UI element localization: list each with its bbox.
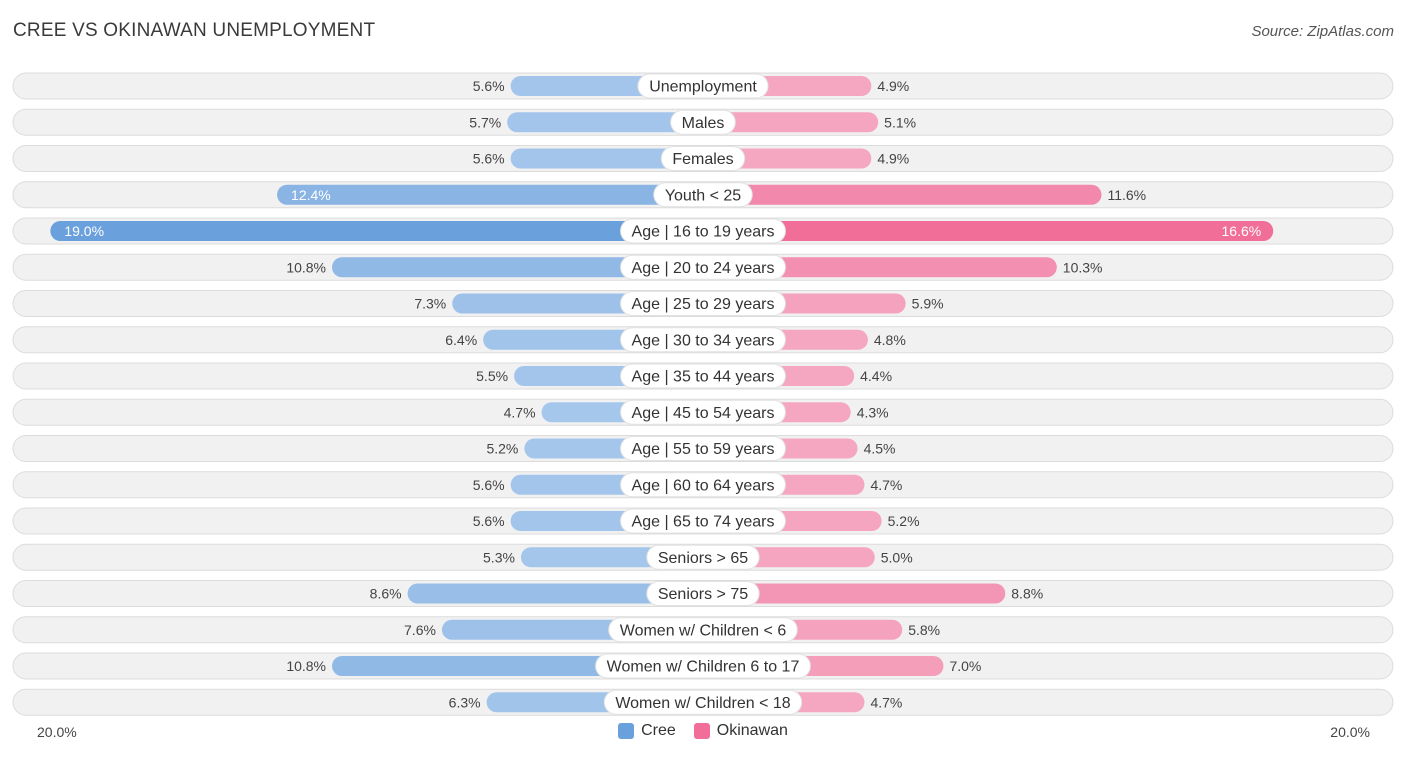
cree-value-label: 5.3%: [483, 549, 515, 565]
okinawan-value-label: 4.3%: [857, 404, 889, 420]
okinawan-value-label: 10.3%: [1063, 259, 1103, 275]
cree-value-label: 5.6%: [473, 78, 505, 94]
legend: Cree Okinawan: [0, 722, 1406, 740]
category-label-pill: [620, 291, 786, 316]
okinawan-value-label: 5.9%: [912, 296, 944, 312]
okinawan-value-label: 4.7%: [870, 477, 902, 493]
legend-label-okinawan: Okinawan: [716, 722, 788, 739]
cree-value-label: 10.8%: [286, 658, 326, 674]
category-label: Age | 35 to 44 years: [632, 369, 775, 386]
category-label-pill: [620, 472, 786, 498]
category-label: Women w/ Children < 6: [620, 622, 787, 639]
category-label: Seniors > 65: [658, 550, 748, 567]
legend-label-cree: Cree: [641, 722, 676, 739]
legend-item-okinawan[interactable]: Okinawan: [693, 722, 788, 740]
okinawan-value-label: 5.0%: [881, 549, 913, 565]
category-label-pill: [620, 399, 786, 425]
category-label-pill: [620, 218, 786, 244]
okinawan-value-label: 4.4%: [860, 368, 892, 384]
okinawan-value-label: 4.7%: [870, 694, 902, 710]
category-label: Youth < 25: [665, 187, 741, 204]
cree-value-label: 10.8%: [286, 259, 326, 275]
category-label: Unemployment: [649, 79, 757, 96]
category-label-pill: [653, 182, 753, 208]
cree-value-label: 8.6%: [370, 586, 402, 602]
category-label-pill: [637, 73, 769, 99]
category-label-pill: [620, 254, 786, 280]
cree-bar: [507, 112, 703, 133]
okinawan-bar: [703, 257, 1057, 278]
cree-value-label: 19.0%: [64, 223, 104, 239]
cree-value-label: 5.5%: [476, 368, 508, 384]
category-label-pill: [670, 109, 736, 135]
category-label-pill: [608, 617, 798, 643]
cree-value-label: 7.3%: [414, 296, 446, 312]
okinawan-bar: [703, 583, 1006, 604]
category-label: Women w/ Children < 18: [615, 695, 790, 712]
okinawan-bar: [703, 184, 1102, 205]
cree-bar: [407, 583, 703, 604]
category-label: Age | 60 to 64 years: [632, 477, 775, 494]
category-label-pill: [620, 508, 786, 534]
category-label-pill: [620, 436, 786, 461]
category-label-pill: [646, 544, 760, 570]
cree-value-label: 5.6%: [473, 477, 505, 493]
okinawan-value-label: 4.9%: [877, 78, 909, 94]
category-label: Women w/ Children 6 to 17: [607, 659, 800, 676]
okinawan-value-label: 16.6%: [1222, 223, 1262, 239]
category-label: Age | 55 to 59 years: [632, 441, 775, 458]
cree-value-label: 6.3%: [449, 694, 481, 710]
category-label: Seniors > 75: [658, 586, 748, 603]
cree-bar: [332, 257, 703, 278]
okinawan-bar: [703, 221, 1274, 241]
category-label-pill: [620, 363, 786, 389]
category-label-pill: [660, 146, 746, 171]
cree-value-label: 5.2%: [486, 441, 518, 457]
legend-item-cree[interactable]: Cree: [618, 722, 676, 740]
cree-value-label: 5.7%: [469, 114, 501, 130]
cree-value-label: 4.7%: [504, 404, 536, 420]
cree-value-label: 5.6%: [473, 513, 505, 529]
category-label: Age | 30 to 34 years: [632, 332, 775, 349]
category-label: Age | 45 to 54 years: [632, 405, 775, 422]
category-label: Age | 20 to 24 years: [632, 260, 775, 277]
chart-title: CREE VS OKINAWAN UNEMPLOYMENT: [13, 20, 376, 41]
category-label-pill: [595, 653, 811, 679]
okinawan-swatch-icon: [693, 723, 710, 739]
category-label: Females: [672, 151, 733, 168]
okinawan-value-label: 8.8%: [1011, 586, 1043, 602]
okinawan-value-label: 4.8%: [874, 332, 906, 348]
category-label: Age | 65 to 74 years: [632, 514, 775, 531]
cree-value-label: 6.4%: [445, 332, 477, 348]
okinawan-bar: [703, 112, 879, 133]
okinawan-value-label: 5.2%: [888, 513, 920, 529]
okinawan-value-label: 11.6%: [1107, 187, 1146, 203]
cree-value-label: 12.4%: [291, 187, 331, 203]
cree-swatch-icon: [618, 723, 635, 739]
category-label-pill: [603, 689, 803, 715]
cree-value-label: 5.6%: [473, 151, 505, 167]
cree-bar: [277, 184, 703, 205]
category-label-pill: [646, 581, 760, 606]
okinawan-bar: [703, 148, 872, 169]
source-label: Source: ZipAtlas.com: [1251, 23, 1394, 40]
okinawan-value-label: 4.9%: [877, 151, 909, 167]
okinawan-value-label: 5.1%: [884, 114, 916, 130]
okinawan-value-label: 4.5%: [864, 441, 896, 457]
axis-left-label: 20.0%: [37, 724, 77, 740]
okinawan-value-label: 7.0%: [949, 658, 981, 674]
category-label: Age | 25 to 29 years: [632, 296, 775, 313]
axis-right-label: 20.0%: [1330, 724, 1370, 740]
cree-value-label: 7.6%: [404, 622, 436, 638]
category-label: Age | 16 to 19 years: [632, 224, 775, 241]
okinawan-value-label: 5.8%: [908, 622, 940, 638]
category-label-pill: [620, 327, 786, 353]
cree-bar: [50, 221, 704, 241]
cree-bar: [510, 148, 703, 169]
category-label: Males: [682, 115, 725, 132]
